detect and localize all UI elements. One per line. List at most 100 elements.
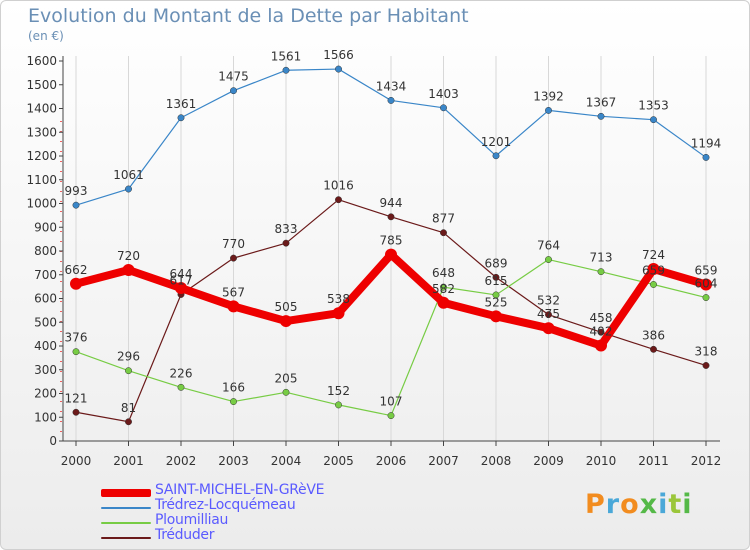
y-tick-label: 1300	[26, 125, 57, 139]
data-label: 475	[537, 307, 560, 321]
data-point	[125, 185, 132, 193]
legend-swatch	[101, 489, 151, 497]
data-point	[280, 315, 292, 328]
data-point	[597, 328, 605, 336]
data-label: 458	[590, 311, 613, 325]
data-point	[595, 339, 607, 352]
y-tick-label: 1000	[26, 197, 57, 211]
data-label: 538	[327, 292, 350, 306]
data-point	[650, 345, 657, 353]
data-label: 1566	[323, 48, 354, 62]
x-tick-label: 2008	[481, 454, 512, 468]
data-label: 402	[590, 325, 613, 339]
data-label: 296	[117, 350, 140, 364]
chart-title: Evolution du Montant de la Dette par Hab…	[28, 5, 469, 27]
y-tick-label: 300	[34, 363, 57, 377]
data-point	[177, 114, 185, 122]
y-tick-label: 200	[34, 387, 57, 401]
data-point	[650, 116, 657, 124]
data-point	[650, 281, 657, 288]
y-tick-label: 600	[34, 292, 57, 306]
data-point	[72, 408, 80, 416]
data-point	[700, 278, 712, 291]
x-tick-label: 2011	[638, 454, 669, 468]
data-label: 1353	[638, 99, 669, 113]
data-label: 713	[590, 251, 613, 265]
data-label: 582	[432, 282, 455, 296]
data-label: 770	[222, 237, 245, 251]
x-tick-label: 2002	[166, 454, 197, 468]
data-point	[492, 291, 500, 299]
data-label: 1361	[166, 97, 197, 111]
data-label: 107	[380, 395, 403, 409]
data-point	[492, 273, 500, 281]
data-label: 1475	[218, 70, 249, 84]
data-label: 617	[170, 273, 193, 287]
data-point	[335, 65, 342, 73]
y-tick-label: 700	[34, 268, 57, 282]
data-label: 166	[222, 381, 245, 395]
data-label: 1194	[691, 136, 722, 150]
data-point	[440, 283, 447, 291]
data-point	[597, 112, 605, 120]
data-point	[387, 213, 395, 221]
data-label: 152	[327, 384, 350, 398]
data-point	[227, 300, 240, 313]
data-label: 1434	[376, 79, 407, 93]
data-label: 1201	[481, 135, 512, 149]
data-point	[122, 264, 135, 276]
proxiti-logo: Proxiti	[585, 489, 693, 520]
data-label: 81	[121, 401, 136, 415]
y-tick-label: 500	[34, 315, 57, 329]
y-tick-label: 900	[34, 220, 57, 234]
data-point	[332, 307, 345, 320]
data-label: 720	[117, 249, 140, 263]
data-label: 644	[170, 267, 193, 281]
legend-label: SAINT-MICHEL-EN-GRèVE	[155, 482, 325, 498]
data-label: 318	[695, 344, 718, 358]
data-label: 505	[275, 300, 298, 314]
data-point	[702, 362, 710, 369]
data-point	[72, 348, 80, 356]
data-label: 1016	[323, 179, 354, 193]
data-point	[440, 229, 447, 237]
data-label: 877	[432, 212, 455, 226]
data-point	[647, 263, 660, 276]
data-label: 785	[380, 234, 403, 248]
data-point	[440, 104, 447, 112]
x-tick-label: 2012	[691, 454, 722, 468]
data-point	[545, 106, 552, 114]
data-point	[492, 152, 500, 160]
y-tick-label: 0	[49, 434, 57, 448]
x-tick-label: 2001	[113, 454, 144, 468]
data-point	[125, 367, 132, 375]
data-point	[175, 282, 187, 295]
data-point	[335, 401, 342, 409]
y-tick-label: 1500	[26, 78, 57, 92]
data-label: 532	[537, 294, 560, 308]
data-label: 615	[485, 274, 508, 288]
data-label: 1403	[428, 87, 459, 101]
legend-label: Tréduder	[155, 527, 215, 543]
x-tick-label: 2005	[323, 454, 354, 468]
y-tick-label: 1600	[26, 54, 57, 68]
y-tick-label: 1100	[26, 173, 57, 187]
data-point	[597, 268, 605, 276]
data-label: 944	[380, 196, 403, 210]
data-point	[177, 383, 185, 391]
data-label: 659	[695, 263, 718, 277]
legend-swatch	[101, 537, 151, 539]
x-tick-label: 2000	[61, 454, 92, 468]
data-label: 567	[222, 285, 245, 299]
data-label: 1061	[113, 168, 144, 182]
data-point	[437, 296, 450, 309]
data-point	[702, 294, 710, 301]
x-tick-label: 2003	[218, 454, 249, 468]
data-label: 525	[485, 295, 508, 309]
x-tick-label: 2009	[533, 454, 564, 468]
data-label: 1392	[533, 89, 564, 103]
data-label: 659	[642, 263, 665, 277]
data-point	[70, 277, 82, 290]
chart-unit: (en €)	[28, 29, 64, 43]
